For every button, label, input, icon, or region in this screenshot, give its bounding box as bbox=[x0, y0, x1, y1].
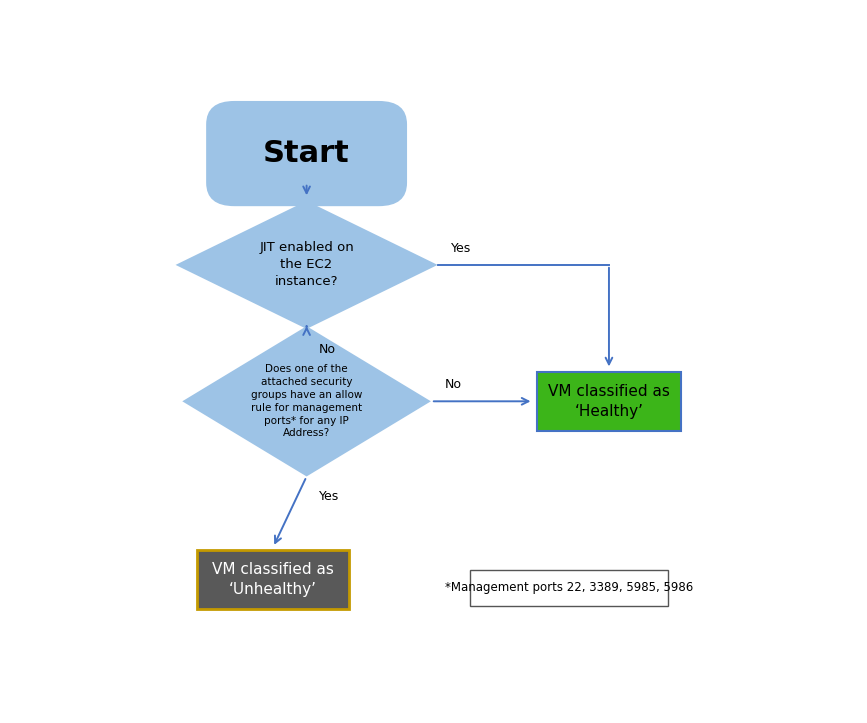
FancyBboxPatch shape bbox=[198, 550, 349, 609]
Text: Yes: Yes bbox=[319, 490, 339, 503]
Polygon shape bbox=[175, 201, 438, 329]
Text: *Management ports 22, 3389, 5985, 5986: *Management ports 22, 3389, 5985, 5986 bbox=[445, 581, 693, 594]
Text: JIT enabled on
the EC2
instance?: JIT enabled on the EC2 instance? bbox=[259, 241, 354, 288]
FancyBboxPatch shape bbox=[470, 570, 668, 606]
Text: No: No bbox=[319, 343, 336, 356]
Text: No: No bbox=[445, 378, 461, 391]
FancyBboxPatch shape bbox=[537, 372, 681, 430]
Text: VM classified as
‘Unhealthy’: VM classified as ‘Unhealthy’ bbox=[212, 562, 334, 597]
Polygon shape bbox=[182, 326, 431, 476]
Text: VM classified as
‘Healthy’: VM classified as ‘Healthy’ bbox=[548, 384, 670, 419]
Text: Does one of the
attached security
groups have an allow
rule for management
ports: Does one of the attached security groups… bbox=[251, 364, 362, 438]
Text: Yes: Yes bbox=[451, 242, 472, 255]
Text: Start: Start bbox=[264, 139, 350, 168]
FancyBboxPatch shape bbox=[206, 101, 407, 206]
